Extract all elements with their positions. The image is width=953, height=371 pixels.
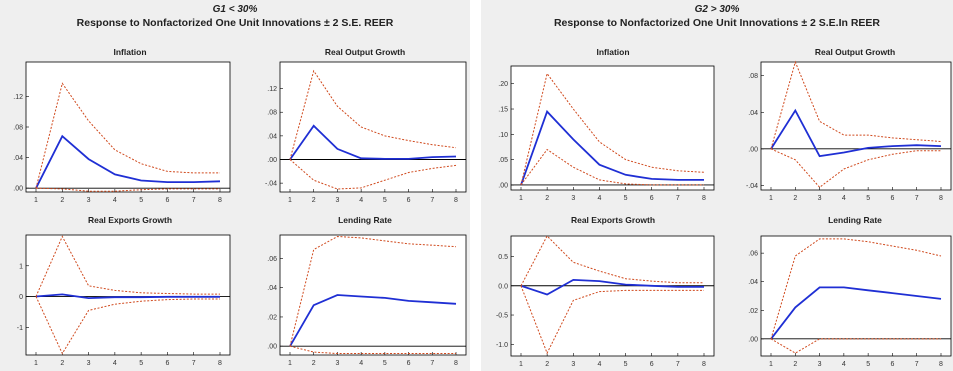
group-subtitle: Response to Nonfactorized One Unit Innov… xyxy=(553,17,881,29)
panel-title-lending-g2: Lending Rate xyxy=(828,215,882,225)
panel-title-exports-g1: Real Exports Growth xyxy=(87,215,173,225)
panel-title-lending-g1: Lending Rate xyxy=(338,215,392,225)
group-subtitle: Response to Nonfactorized One Unit Innov… xyxy=(76,17,394,29)
panel-title-output-g1: Real Output Growth xyxy=(324,47,406,57)
panel-title-output-g2: Real Output Growth xyxy=(814,47,896,57)
group-title: G2 > 30% xyxy=(694,4,740,15)
panel-title-inflation-g2: Inflation xyxy=(596,47,630,57)
panel-title-exports-g2: Real Exports Growth xyxy=(570,215,656,225)
group-title: G1 < 30% xyxy=(212,4,258,15)
panel-title-inflation-g1: Inflation xyxy=(113,47,147,57)
